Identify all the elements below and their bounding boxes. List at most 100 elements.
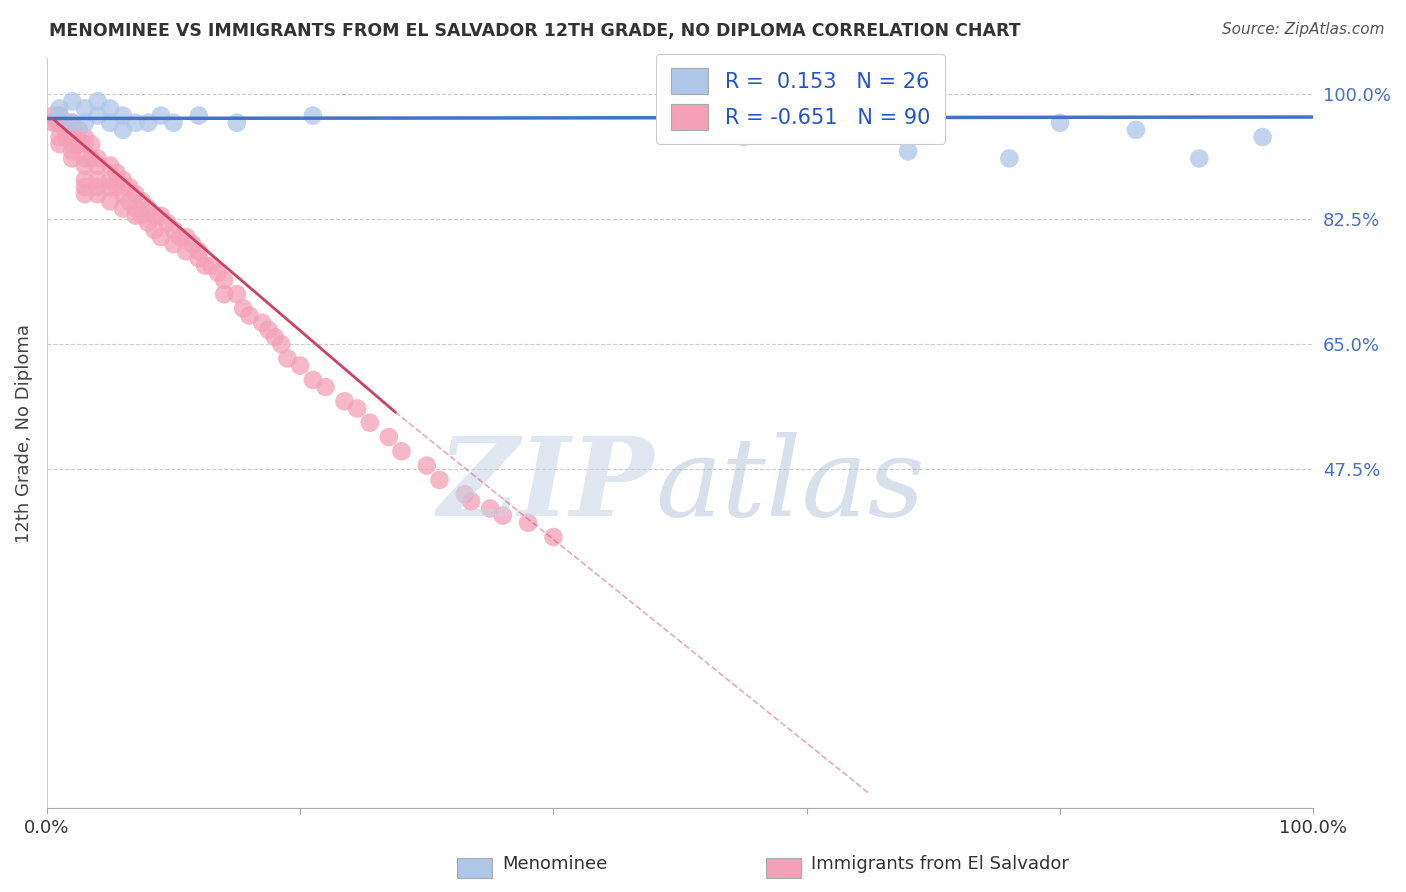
Point bbox=[416, 458, 439, 473]
Point bbox=[73, 152, 96, 166]
Point bbox=[517, 516, 540, 530]
Point bbox=[55, 123, 77, 137]
Text: Menominee: Menominee bbox=[502, 855, 607, 873]
Text: atlas: atlas bbox=[655, 433, 924, 540]
Point bbox=[136, 116, 159, 130]
Legend: R =  0.153   N = 26, R = -0.651   N = 90: R = 0.153 N = 26, R = -0.651 N = 90 bbox=[657, 54, 945, 145]
Point bbox=[73, 180, 96, 194]
Point bbox=[98, 116, 121, 130]
Point bbox=[105, 166, 128, 180]
Point bbox=[492, 508, 515, 523]
Point bbox=[276, 351, 298, 366]
Point bbox=[73, 102, 96, 116]
Point bbox=[124, 187, 146, 202]
Point bbox=[454, 487, 477, 501]
Point bbox=[136, 202, 159, 216]
Point bbox=[257, 323, 280, 337]
Point bbox=[86, 109, 108, 123]
Point bbox=[60, 116, 83, 130]
Point bbox=[124, 116, 146, 130]
Text: ZIP: ZIP bbox=[439, 433, 655, 540]
Point bbox=[124, 209, 146, 223]
Point bbox=[187, 109, 209, 123]
Point bbox=[1188, 152, 1211, 166]
Point bbox=[225, 287, 247, 301]
Point bbox=[301, 373, 323, 387]
Point bbox=[250, 316, 273, 330]
Point bbox=[86, 159, 108, 173]
Point bbox=[212, 287, 235, 301]
Point bbox=[80, 152, 103, 166]
Point bbox=[73, 187, 96, 202]
Point bbox=[232, 301, 254, 316]
Point bbox=[162, 223, 184, 237]
Point bbox=[301, 109, 323, 123]
Point bbox=[86, 152, 108, 166]
Point bbox=[80, 137, 103, 152]
Point bbox=[105, 180, 128, 194]
Text: Source: ZipAtlas.com: Source: ZipAtlas.com bbox=[1222, 22, 1385, 37]
Point bbox=[359, 416, 381, 430]
Point bbox=[86, 173, 108, 187]
Point bbox=[187, 252, 209, 266]
Point bbox=[998, 152, 1021, 166]
Point bbox=[86, 95, 108, 109]
Point bbox=[315, 380, 337, 394]
Point bbox=[733, 130, 755, 145]
Point bbox=[60, 145, 83, 159]
Point bbox=[98, 180, 121, 194]
Point bbox=[118, 180, 141, 194]
Point bbox=[118, 194, 141, 209]
Point bbox=[60, 152, 83, 166]
Point bbox=[194, 259, 217, 273]
Point bbox=[111, 202, 134, 216]
Point bbox=[1251, 130, 1274, 145]
Text: Immigrants from El Salvador: Immigrants from El Salvador bbox=[811, 855, 1069, 873]
Point bbox=[136, 216, 159, 230]
Point bbox=[897, 145, 920, 159]
Point bbox=[86, 180, 108, 194]
Point bbox=[460, 494, 482, 508]
Point bbox=[98, 173, 121, 187]
Point bbox=[288, 359, 311, 373]
Point bbox=[111, 173, 134, 187]
Point bbox=[1125, 123, 1147, 137]
Point bbox=[162, 237, 184, 252]
Point bbox=[1049, 116, 1071, 130]
Point bbox=[429, 473, 451, 487]
Point bbox=[48, 109, 70, 123]
Point bbox=[48, 130, 70, 145]
Point bbox=[479, 501, 502, 516]
Point bbox=[156, 216, 179, 230]
Point bbox=[543, 530, 565, 544]
Point bbox=[149, 209, 172, 223]
Point bbox=[162, 116, 184, 130]
Point bbox=[111, 123, 134, 137]
Point bbox=[149, 109, 172, 123]
Point bbox=[181, 237, 204, 252]
Point bbox=[60, 95, 83, 109]
Point bbox=[174, 230, 197, 244]
Point bbox=[225, 116, 247, 130]
Y-axis label: 12th Grade, No Diploma: 12th Grade, No Diploma bbox=[15, 324, 32, 543]
Point bbox=[143, 223, 166, 237]
Point bbox=[73, 116, 96, 130]
Point bbox=[111, 187, 134, 202]
Point bbox=[131, 194, 153, 209]
Point bbox=[270, 337, 292, 351]
Point bbox=[333, 394, 356, 409]
Point bbox=[212, 273, 235, 287]
Point bbox=[238, 309, 260, 323]
Point bbox=[174, 244, 197, 259]
Point bbox=[98, 194, 121, 209]
Text: MENOMINEE VS IMMIGRANTS FROM EL SALVADOR 12TH GRADE, NO DIPLOMA CORRELATION CHAR: MENOMINEE VS IMMIGRANTS FROM EL SALVADOR… bbox=[49, 22, 1021, 40]
Point bbox=[378, 430, 401, 444]
Point bbox=[86, 187, 108, 202]
Point bbox=[48, 102, 70, 116]
Point bbox=[98, 159, 121, 173]
Point bbox=[60, 130, 83, 145]
Point bbox=[46, 116, 69, 130]
Point bbox=[200, 259, 222, 273]
Point bbox=[124, 202, 146, 216]
Point bbox=[55, 130, 77, 145]
